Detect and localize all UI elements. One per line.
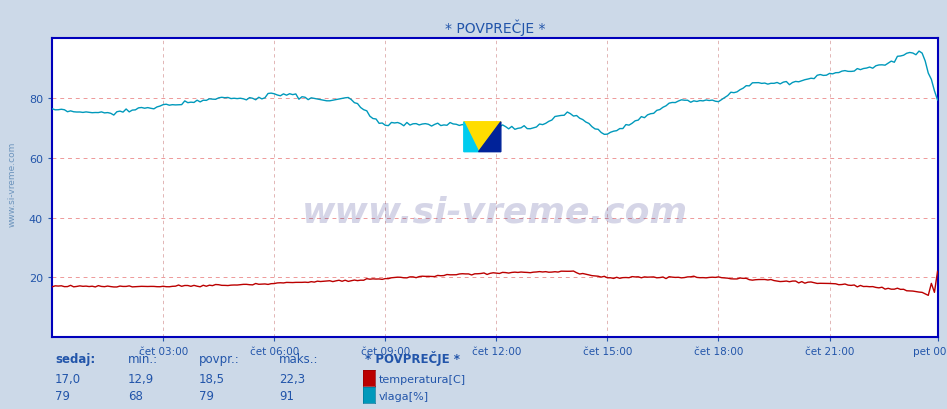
Text: 18,5: 18,5 bbox=[199, 372, 224, 384]
Title: * POVPREČJE *: * POVPREČJE * bbox=[444, 20, 545, 36]
Polygon shape bbox=[478, 122, 501, 152]
Text: * POVPREČJE *: * POVPREČJE * bbox=[365, 350, 459, 365]
Text: sedaj:: sedaj: bbox=[55, 352, 96, 365]
Text: maks.:: maks.: bbox=[279, 352, 319, 365]
Text: 79: 79 bbox=[55, 389, 70, 402]
Text: 91: 91 bbox=[279, 389, 295, 402]
Text: 22,3: 22,3 bbox=[279, 372, 306, 384]
Text: www.si-vreme.com: www.si-vreme.com bbox=[302, 195, 688, 229]
Text: temperatura[C]: temperatura[C] bbox=[379, 373, 466, 384]
Text: vlaga[%]: vlaga[%] bbox=[379, 391, 429, 401]
Polygon shape bbox=[464, 122, 478, 152]
Text: www.si-vreme.com: www.si-vreme.com bbox=[8, 142, 17, 227]
Text: povpr.:: povpr.: bbox=[199, 352, 240, 365]
Text: 12,9: 12,9 bbox=[128, 372, 154, 384]
Polygon shape bbox=[464, 122, 501, 152]
Text: 68: 68 bbox=[128, 389, 143, 402]
Text: 17,0: 17,0 bbox=[55, 372, 81, 384]
Text: min.:: min.: bbox=[128, 352, 158, 365]
Text: 79: 79 bbox=[199, 389, 214, 402]
